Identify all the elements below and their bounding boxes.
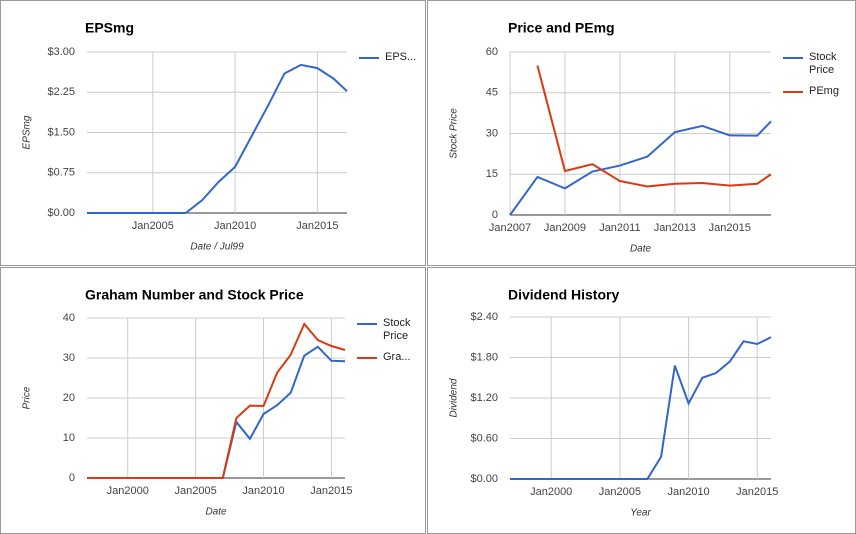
x-axis-title: Date [205,507,227,518]
y-tick-label: 60 [486,46,498,58]
legend-swatch [357,323,377,325]
chart-title: EPSmg [85,20,134,36]
chart-title: Graham Number and Stock Price [85,287,304,303]
y-axis-title: Stock Price [449,108,460,159]
legend-entry: PEmg [783,85,843,98]
legend-label: PEmg [809,85,839,97]
x-tick-label: Jan2000 [530,486,572,498]
y-tick-label: $3.00 [47,46,75,58]
x-tick-label: Jan2015 [296,220,338,232]
x-tick-label: Jan2005 [132,220,174,232]
legend-label: EPS... [385,51,417,63]
y-tick-label: 45 [486,87,498,99]
legend-label: Stock Price [809,51,837,76]
legend-entry: Stock Price [783,51,843,77]
y-tick-label: 30 [63,352,75,364]
legend-swatch [357,357,377,359]
y-axis-title: Dividend [449,378,460,417]
y-tick-label: 10 [63,432,75,444]
x-tick-label: Jan2005 [175,485,217,497]
x-tick-label: Jan2015 [709,222,751,234]
series-line [87,322,346,479]
legend-entry: EPS... [359,51,419,64]
y-tick-label: $2.25 [47,86,75,98]
x-tick-label: Jan2000 [107,485,149,497]
x-tick-label: Jan2009 [544,222,586,234]
x-tick-label: Jan2015 [736,486,778,498]
series-line [510,336,772,480]
legend-label: Stock Price [383,317,411,342]
x-axis-title: Date / Jul99 [190,242,244,253]
series-line [509,120,772,216]
x-axis-title: Date [630,244,652,255]
y-tick-label: 15 [486,168,498,180]
y-tick-label: $0.00 [470,473,498,485]
x-tick-label: Jan2010 [242,485,284,497]
legend-swatch [783,91,803,93]
y-tick-label: $0.75 [47,167,75,179]
y-tick-label: $2.40 [470,311,498,323]
x-tick-label: Jan2015 [310,485,352,497]
legend-label: Gra... [383,351,411,363]
legend-swatch [359,57,379,59]
legend: EPS... [359,51,419,64]
y-tick-label: $1.20 [470,392,498,404]
series-line [87,63,348,214]
y-tick-label: 0 [492,209,498,221]
legend: Stock Price PEmg [783,51,843,98]
y-tick-label: 20 [63,392,75,404]
y-axis-title: EPSmg [22,115,33,149]
x-tick-label: Jan2007 [489,222,531,234]
legend-entry: Gra... [357,351,417,364]
y-tick-label: 40 [63,312,75,324]
y-tick-label: 30 [486,127,498,139]
series-line [87,345,346,479]
panel [0,0,426,266]
legend-swatch [783,57,803,59]
legend-entry: Stock Price [357,317,417,343]
chart-title: Price and PEmg [508,20,615,36]
y-tick-label: $0.60 [470,432,498,444]
x-tick-label: Jan2010 [667,486,709,498]
y-tick-label: 0 [69,472,75,484]
x-axis-title: Year [630,508,651,519]
y-tick-label: $0.00 [47,207,75,219]
legend: Stock Price Gra... [357,317,417,364]
y-axis-title: Price [22,386,33,409]
x-tick-label: Jan2011 [599,222,640,234]
x-tick-label: Jan2010 [214,220,256,232]
y-tick-label: $1.80 [470,351,498,363]
y-tick-label: $1.50 [47,126,75,138]
x-tick-label: Jan2005 [599,486,641,498]
chart-title: Dividend History [508,287,619,303]
series-line [536,65,772,188]
x-tick-label: Jan2013 [654,222,696,234]
